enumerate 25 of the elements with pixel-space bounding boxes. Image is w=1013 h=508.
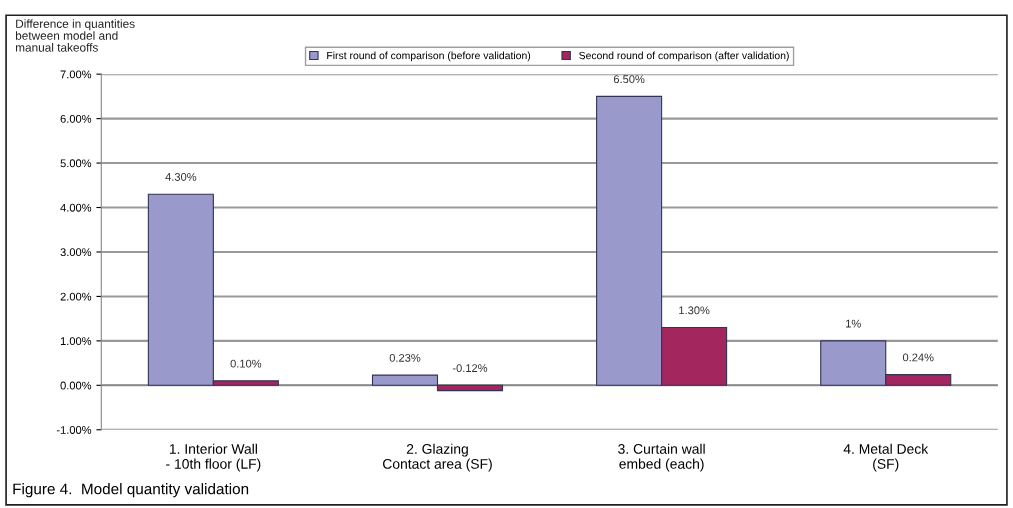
data-label: 0.10%: [230, 359, 262, 368]
legend-label: First round of comparison (before validation): [327, 51, 531, 62]
data-label: 4.30%: [165, 173, 197, 181]
x-tick-label: 4. Metal Deck (SF): [843, 443, 929, 472]
y-tick-label: 4.00%: [60, 203, 92, 212]
legend-label: Second round of comparison (after validation): [579, 51, 789, 62]
y-tick-label: 2.00%: [60, 292, 92, 301]
y-tick-label: 5.00%: [60, 159, 92, 168]
x-tick-label: 3. Curtain wall embed (each): [618, 443, 705, 472]
data-label: 0.24%: [902, 353, 934, 362]
data-label: -0.12%: [452, 364, 488, 373]
x-tick-label: 2. Glazing Contact area (SF): [383, 443, 492, 472]
data-label: 1.30%: [679, 306, 710, 315]
y-axis-title: Difference in quantities between model and manual takeoffs: [15, 19, 135, 52]
y-tick-label: 1.00%: [60, 337, 92, 345]
x-tick-label: 1. Interior Wall - 10th floor (LF): [166, 443, 261, 472]
data-label: 0.23%: [389, 353, 421, 362]
data-label: 6.50%: [613, 75, 645, 84]
data-label: 1%: [846, 319, 861, 328]
caption: Figure 4. Model quantity validation: [13, 483, 249, 498]
y-tick-label: -1.00%: [56, 426, 92, 434]
y-tick-label: 3.00%: [60, 248, 92, 257]
y-tick-label: 0.00%: [60, 381, 92, 390]
y-tick-label: 7.00%: [60, 70, 92, 79]
y-tick-label: 6.00%: [60, 114, 92, 123]
